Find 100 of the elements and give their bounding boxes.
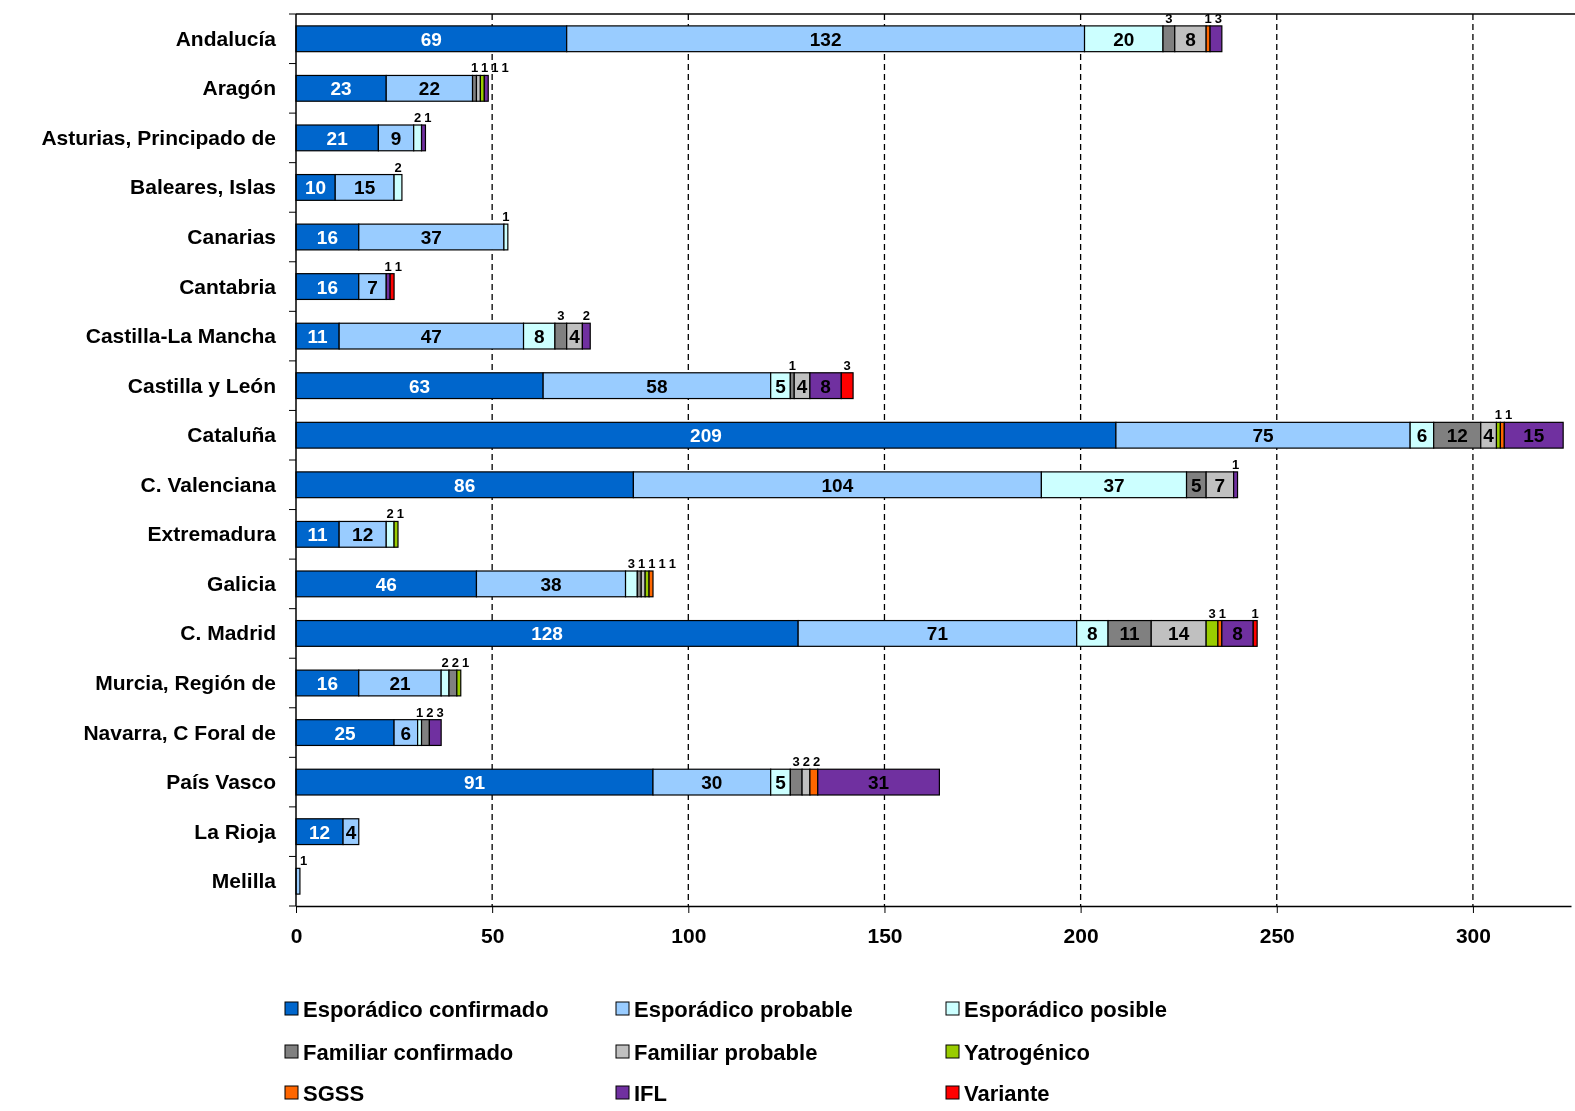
y-tick-label: Aragón [202,76,276,100]
data-label: 3 [436,704,444,720]
data-label: 30 [701,772,723,794]
data-label: 16 [316,276,338,298]
data-label: 5 [1191,474,1203,496]
data-label: 10 [305,177,327,199]
data-label: 8 [1232,623,1243,645]
data-label: 1 [461,655,470,671]
data-label: 2 [394,159,402,175]
y-tick-label: Asturias, Principado de [41,125,276,149]
data-label: 1 [1494,407,1503,423]
x-tick-label: 200 [1063,924,1099,948]
data-label: 3 [792,754,800,770]
data-label: 8 [533,326,545,348]
data-label: 1 [1231,456,1240,472]
data-label: 91 [463,772,486,794]
legend-label: IFL [634,1081,667,1106]
data-label: 11 [307,326,329,348]
data-label: 75 [1252,425,1275,447]
legend-label: Variante [964,1081,1050,1106]
bar [389,273,395,301]
data-label: 209 [690,425,722,447]
data-label: 1 [788,357,796,373]
data-label: 4 [569,326,581,348]
data-label: 4 [796,375,808,397]
data-label: 12 [308,821,331,843]
data-label: 1 [394,258,403,274]
data-label: 1 [384,258,392,274]
data-label: 5 [775,772,787,794]
y-tick-label: Andalucía [175,26,277,50]
data-label: 58 [646,375,668,397]
y-tick-label: Baleares, Islas [130,175,276,199]
data-label: 1 [1218,605,1226,621]
data-label: 1 [638,556,646,571]
data-label: 16 [316,227,338,248]
legend-label: Familiar confirmado [303,1040,514,1065]
data-label: 1 [1505,407,1513,423]
data-label: 3 [557,308,565,324]
data-label: 104 [821,474,854,496]
data-label: 38 [540,573,562,595]
y-tick-label: La Rioja [194,819,277,843]
data-label: 63 [409,375,431,397]
y-tick-label: Castilla y León [127,373,276,397]
legend-label: SGSS [303,1081,365,1106]
y-tick-label: Murcia, Región de [95,671,276,694]
legend-label: Esporádico posible [964,997,1167,1022]
data-label: 25 [334,722,357,744]
y-tick-label: C. Valenciana [140,472,277,496]
data-label: 1 [415,704,424,720]
data-label: 22 [418,78,440,100]
data-label: 3 [1208,605,1216,621]
data-label: 15 [354,177,376,199]
bar [1503,421,1564,449]
data-label: 2 [802,754,811,770]
bar [483,74,489,102]
legend-label: Esporádico confirmado [303,997,549,1022]
legend-label: Esporádico probable [634,997,853,1022]
x-tick-label: 250 [1259,924,1295,948]
data-label: 1 [300,853,308,869]
data-label: 3 [1165,10,1173,26]
data-label: 5 [775,375,787,397]
data-label: 1 [648,556,656,571]
x-tick-label: 100 [671,924,707,948]
data-label: 2 [426,704,434,720]
x-tick-label: 300 [1455,924,1491,948]
data-label: 128 [531,623,563,645]
data-label: 8 [1087,623,1098,645]
data-label: 11 [307,524,329,546]
data-label: 2 [451,655,459,671]
data-label: 11 [1119,623,1141,645]
data-label: 7 [1214,474,1226,496]
data-label: 1 [1251,605,1259,621]
data-label: 46 [375,573,397,595]
data-label: 12 [352,524,374,546]
data-label: 37 [420,227,442,248]
data-label: 86 [454,474,476,496]
y-tick-label: Castilla-La Mancha [85,324,277,348]
y-tick-label: Navarra, C Foral de [83,720,276,744]
data-label: 16 [316,673,338,694]
data-label: 20 [1113,28,1135,50]
data-label: 1 [501,60,509,76]
data-label: 15 [1523,425,1545,447]
data-label: 2 [386,506,394,522]
data-label: 69 [420,28,442,50]
data-label: 3 [1214,10,1222,26]
y-tick-label: C. Madrid [180,621,276,645]
data-label: 1 [658,556,666,571]
data-label: 14 [1168,623,1190,645]
x-tick-label: 0 [290,924,303,948]
data-label: 1 [668,556,676,571]
data-label: 1 [502,209,510,225]
data-label: 3 [627,556,636,571]
legend-label: Familiar probable [634,1040,818,1065]
data-label: 37 [1103,474,1125,496]
data-label: 23 [330,78,352,100]
data-label: 47 [420,326,442,348]
data-label: 1 [470,60,479,76]
data-label: 1 [491,60,499,76]
data-label: 2 [414,110,422,125]
data-label: 21 [326,127,349,149]
